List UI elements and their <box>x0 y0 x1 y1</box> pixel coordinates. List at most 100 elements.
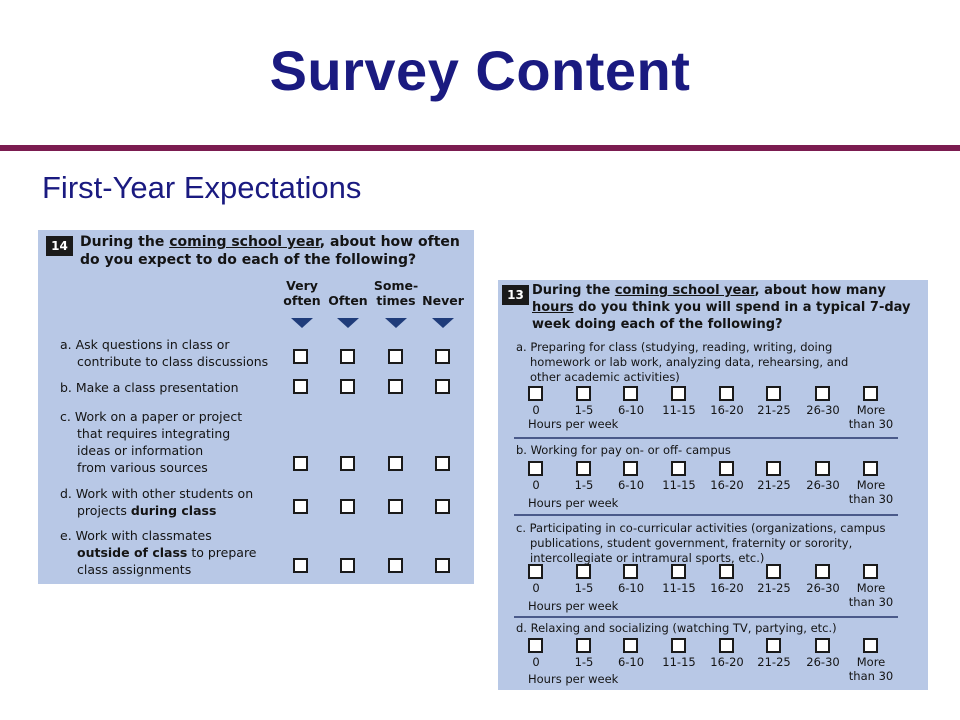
answer-checkbox[interactable] <box>340 349 355 364</box>
hours-checkbox[interactable] <box>576 638 591 653</box>
hours-checkbox[interactable] <box>623 564 638 579</box>
hours-checkbox[interactable] <box>528 386 543 401</box>
hours-option-label: 1-5 <box>574 581 594 595</box>
answer-checkbox[interactable] <box>388 456 403 471</box>
hours-option-label: 16-20 <box>710 581 744 595</box>
hours-option-label: 21-25 <box>757 655 791 669</box>
hours-option-label: 16-20 <box>710 478 744 492</box>
question-13-item-d: d. Relaxing and socializing (watching TV… <box>516 621 837 635</box>
hours-option-label: 0 <box>532 478 540 492</box>
hours-checkbox[interactable] <box>576 564 591 579</box>
emphasis-coming-school-year: coming school year <box>169 234 320 250</box>
answer-checkbox[interactable] <box>435 499 450 514</box>
hours-checkbox[interactable] <box>576 461 591 476</box>
answer-checkbox[interactable] <box>435 456 450 471</box>
column-header-sometimes: Some- times <box>373 278 419 308</box>
hours-per-week-label: Hours per week <box>528 417 619 431</box>
hours-checkbox[interactable] <box>719 564 734 579</box>
question-14-item-a: a. Ask questions in class or contribute … <box>60 337 269 369</box>
answer-checkbox[interactable] <box>388 558 403 573</box>
slide-title: Survey Content <box>269 39 691 102</box>
hours-option-label: 11-15 <box>662 403 696 417</box>
answer-checkbox[interactable] <box>340 379 355 394</box>
arrow-down-icon <box>337 318 359 328</box>
hours-checkbox[interactable] <box>766 638 781 653</box>
hours-checkbox[interactable] <box>719 386 734 401</box>
hours-checkbox[interactable] <box>719 638 734 653</box>
question-14-panel: 14 During the coming school year, about … <box>38 230 474 584</box>
hours-checkbox[interactable] <box>815 638 830 653</box>
answer-checkbox[interactable] <box>340 499 355 514</box>
answer-checkbox[interactable] <box>293 456 308 471</box>
column-header-never: Never <box>422 293 464 308</box>
answer-checkbox[interactable] <box>293 379 308 394</box>
hours-checkbox[interactable] <box>766 461 781 476</box>
question-14-item-d: d. Work with other students on projects … <box>60 486 254 518</box>
hours-option-label: 11-15 <box>662 478 696 492</box>
question-14-item-e: e. Work with classmates outside of class… <box>60 528 257 577</box>
hours-option-label: 11-15 <box>662 581 696 595</box>
hours-option-label: 21-25 <box>757 581 791 595</box>
hours-option-label: 21-25 <box>757 478 791 492</box>
question-number-badge: 14 <box>46 236 73 256</box>
hours-checkbox[interactable] <box>719 461 734 476</box>
hours-checkbox[interactable] <box>671 386 686 401</box>
hours-checkbox[interactable] <box>623 638 638 653</box>
column-header-often: Often <box>328 293 368 308</box>
hours-option-label: More <box>856 655 886 669</box>
title-divider <box>0 145 960 151</box>
hours-per-week-label: Hours per week <box>528 599 619 613</box>
hours-option-label: 1-5 <box>574 403 594 417</box>
section-divider <box>514 437 898 439</box>
hours-option-label: 21-25 <box>757 403 791 417</box>
answer-checkbox[interactable] <box>388 499 403 514</box>
emphasis-coming-school-year: coming school year <box>614 283 755 298</box>
hours-checkbox[interactable] <box>766 386 781 401</box>
answer-checkbox[interactable] <box>340 558 355 573</box>
hours-checkbox[interactable] <box>671 564 686 579</box>
hours-checkbox[interactable] <box>863 461 878 476</box>
hours-checkbox[interactable] <box>528 638 543 653</box>
hours-option-label-line2: than 30 <box>848 417 894 431</box>
arrow-down-icon <box>385 318 407 328</box>
hours-per-week-label: Hours per week <box>528 672 619 686</box>
hours-option-label: 26-30 <box>806 403 840 417</box>
answer-checkbox[interactable] <box>435 558 450 573</box>
hours-checkbox[interactable] <box>528 564 543 579</box>
question-13-item-a: a. Preparing for class (studying, readin… <box>516 340 849 384</box>
answer-checkbox[interactable] <box>293 349 308 364</box>
hours-checkbox[interactable] <box>576 386 591 401</box>
arrow-down-icon <box>291 318 313 328</box>
arrow-down-icon <box>432 318 454 328</box>
question-14-item-c: c. Work on a paper or project that requi… <box>60 409 243 475</box>
hours-checkbox[interactable] <box>815 564 830 579</box>
hours-option-label: 6-10 <box>617 403 645 417</box>
answer-checkbox[interactable] <box>388 379 403 394</box>
hours-checkbox[interactable] <box>671 461 686 476</box>
hours-option-label: 6-10 <box>617 655 645 669</box>
hours-checkbox[interactable] <box>815 461 830 476</box>
hours-checkbox[interactable] <box>766 564 781 579</box>
hours-checkbox[interactable] <box>863 638 878 653</box>
hours-checkbox[interactable] <box>671 638 686 653</box>
answer-checkbox[interactable] <box>293 499 308 514</box>
hours-checkbox[interactable] <box>863 386 878 401</box>
hours-checkbox[interactable] <box>815 386 830 401</box>
hours-checkbox[interactable] <box>528 461 543 476</box>
hours-option-label: 26-30 <box>806 478 840 492</box>
hours-option-label: 0 <box>532 581 540 595</box>
hours-option-label: 11-15 <box>662 655 696 669</box>
answer-checkbox[interactable] <box>340 456 355 471</box>
hours-option-label: 26-30 <box>806 655 840 669</box>
answer-checkbox[interactable] <box>435 379 450 394</box>
hours-checkbox[interactable] <box>623 461 638 476</box>
question-number-badge: 13 <box>502 285 529 305</box>
slide-subtitle: First-Year Expectations <box>42 170 362 205</box>
answer-checkbox[interactable] <box>293 558 308 573</box>
hours-option-label: More <box>856 478 886 492</box>
hours-checkbox[interactable] <box>863 564 878 579</box>
answer-checkbox[interactable] <box>388 349 403 364</box>
hours-checkbox[interactable] <box>623 386 638 401</box>
hours-option-label: 6-10 <box>617 581 645 595</box>
answer-checkbox[interactable] <box>435 349 450 364</box>
